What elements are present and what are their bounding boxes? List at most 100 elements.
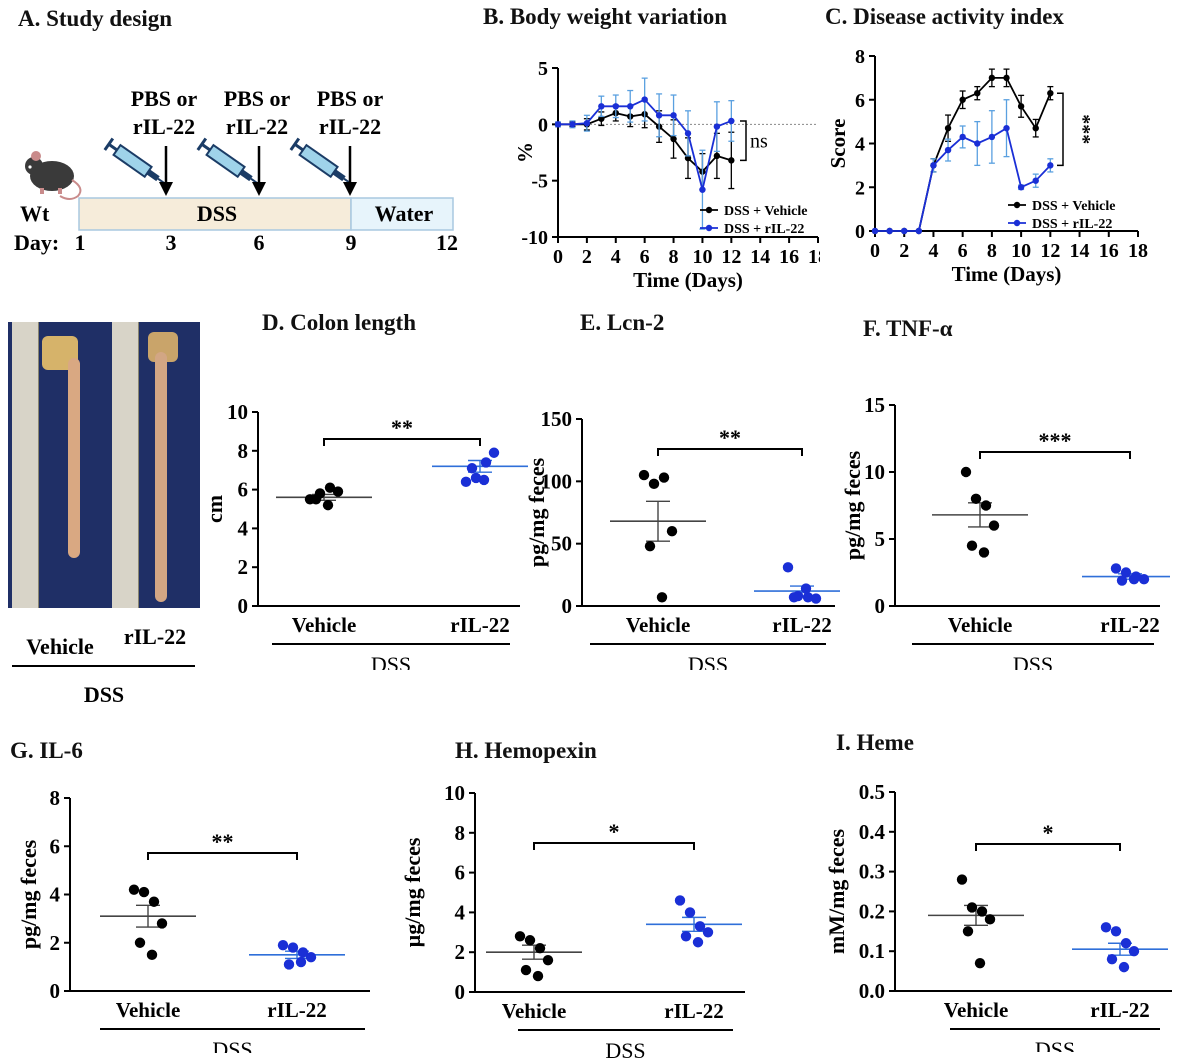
x-tick-label: 6 — [640, 246, 650, 268]
data-point — [1128, 574, 1140, 585]
data-point — [970, 493, 982, 504]
data-point — [656, 592, 668, 603]
category-label: rIL-22 — [267, 998, 327, 1022]
x-tick-label: 12 — [1040, 240, 1060, 262]
data-point — [670, 112, 677, 119]
colon-photo — [8, 322, 200, 608]
data-point — [138, 886, 150, 898]
data-point — [1118, 961, 1130, 973]
legend-marker — [705, 206, 713, 214]
data-point — [886, 227, 893, 235]
y-tick-label: 4 — [238, 516, 249, 540]
x-tick-label: 8 — [987, 240, 997, 262]
y-tick-label: 4 — [50, 883, 61, 907]
data-point — [694, 921, 706, 932]
data-point — [728, 117, 735, 125]
significance-label: ** — [719, 425, 741, 450]
x-tick-label: 14 — [1070, 240, 1090, 262]
x-tick-label: 16 — [1099, 240, 1119, 262]
category-label: rIL-22 — [1100, 613, 1160, 637]
y-tick-label: 0.3 — [859, 860, 885, 884]
day-prefix: Day: — [14, 230, 59, 255]
colon-vehicle — [68, 358, 80, 558]
chart-hemopexin: 0 2 4 6 8 10 µg/mg feces * Vehicle rIL-22 DSS — [400, 781, 745, 1058]
y-tick-label: 6 — [238, 478, 249, 502]
data-point — [277, 939, 289, 951]
category-label: rIL-22 — [664, 999, 724, 1023]
data-point — [295, 956, 307, 968]
significance-bracket — [975, 843, 1121, 851]
data-point — [627, 103, 634, 110]
data-point — [956, 874, 968, 885]
y-tick-label: -10 — [521, 227, 548, 249]
data-point — [871, 227, 879, 235]
data-point — [1032, 177, 1039, 184]
significance-label: * — [609, 819, 620, 844]
group-label: DSS — [605, 1038, 645, 1058]
photo-label-ril22: rIL-22 — [124, 624, 186, 649]
injection-label-1: PBS or rIL-22 — [131, 86, 198, 139]
data-point — [542, 954, 554, 966]
data-point — [692, 937, 704, 948]
x-tick-label: 2 — [582, 246, 592, 268]
group-label: DSS — [371, 652, 411, 670]
svg-text:PBS or: PBS or — [224, 86, 291, 111]
photo-label-dss: DSS — [84, 682, 124, 707]
data-point — [988, 520, 1000, 531]
x-tick-label: 6 — [958, 240, 968, 262]
legend-label: DSS + rIL-22 — [1032, 217, 1112, 232]
data-point — [148, 896, 160, 907]
category-label: rIL-22 — [772, 613, 832, 637]
svg-text:rIL-22: rIL-22 — [319, 114, 381, 139]
data-point — [283, 959, 295, 970]
y-tick-label: 8 — [50, 786, 61, 810]
title-a: A. Study design — [18, 6, 173, 31]
x-tick-label: 4 — [928, 240, 938, 262]
data-point — [641, 96, 648, 103]
mouse-label: Wt — [20, 201, 50, 226]
chart-colon-length: 0 2 4 6 8 10 cm ** Vehicle rIL-22 DSS — [202, 400, 528, 670]
data-point — [944, 146, 952, 154]
significance-bracket — [1057, 92, 1064, 167]
y-tick-label: 8 — [455, 821, 466, 845]
x-axis-label: Time (Days) — [952, 262, 1062, 286]
data-point — [470, 472, 482, 484]
y-tick-label: 15 — [864, 395, 885, 417]
y-tick-label: 5 — [538, 58, 548, 80]
significance-bracket — [147, 852, 298, 860]
x-axis-label: Time (Days) — [633, 268, 743, 292]
y-tick-label: 0 — [855, 221, 865, 243]
data-point — [666, 526, 678, 537]
title-d: D. Colon length — [262, 310, 416, 335]
x-tick-label: 0 — [553, 246, 563, 268]
data-point — [478, 474, 490, 486]
data-point — [1017, 103, 1025, 110]
data-point — [612, 103, 619, 110]
y-tick-label: 0 — [562, 594, 573, 618]
data-point — [583, 120, 591, 127]
data-point — [988, 74, 996, 82]
day-tick: 3 — [166, 230, 177, 255]
data-point — [532, 970, 544, 982]
title-g: G. IL-6 — [10, 738, 83, 763]
x-tick-label: 8 — [669, 246, 679, 268]
y-axis-label: µg/mg feces — [400, 837, 425, 947]
y-tick-label: 2 — [50, 931, 61, 955]
data-point — [146, 949, 158, 961]
data-point — [1110, 563, 1122, 574]
category-label: Vehicle — [116, 998, 181, 1022]
legend-marker — [1013, 201, 1021, 209]
category-label: Vehicle — [292, 613, 357, 637]
y-tick-label: 0 — [538, 114, 548, 136]
y-tick-label: 0 — [455, 980, 466, 1004]
data-point — [988, 133, 996, 141]
y-tick-label: 4 — [455, 900, 466, 924]
data-point — [699, 186, 706, 193]
data-point — [1047, 162, 1054, 169]
category-label: Vehicle — [948, 613, 1013, 637]
data-point — [305, 952, 317, 963]
y-tick-label: 50 — [551, 532, 572, 556]
data-point — [488, 447, 500, 458]
y-tick-label: 150 — [541, 407, 573, 431]
data-point — [598, 103, 605, 110]
